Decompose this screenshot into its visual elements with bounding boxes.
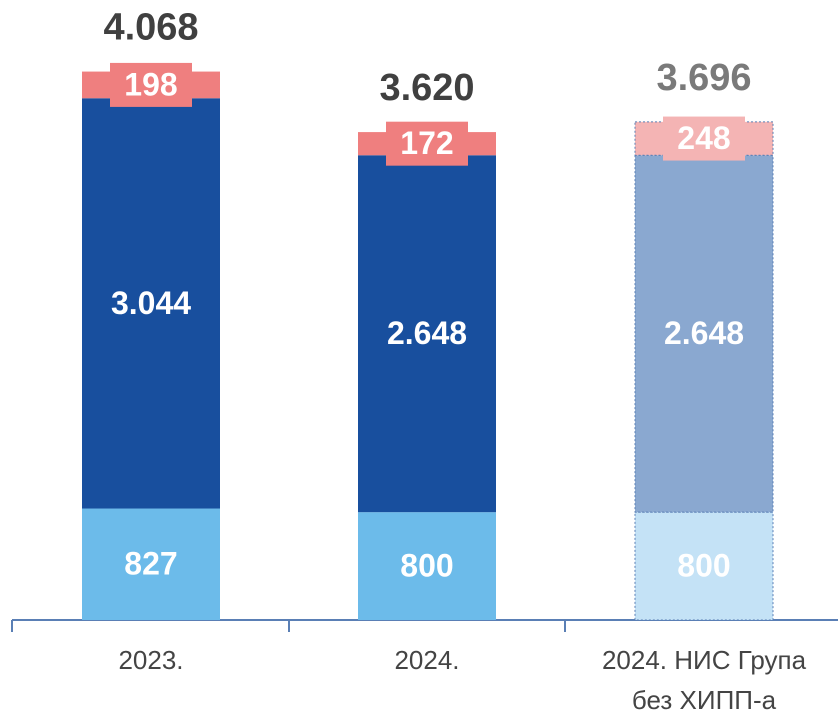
label-box: [110, 62, 192, 107]
x-tick-label: 2024.: [394, 645, 460, 675]
segment-label: 800: [400, 548, 453, 584]
segment-label: 3.044: [111, 285, 191, 321]
bar-segment: [82, 98, 220, 509]
segment-label: 248: [677, 120, 730, 156]
bar-segment: [82, 508, 220, 620]
x-tick-label: 2023.: [118, 645, 184, 675]
total-label: 3.696: [656, 57, 751, 99]
segment-label: 198: [124, 66, 177, 102]
total-label: 4.068: [103, 7, 198, 49]
bar-segment: [634, 154, 774, 513]
label-box: [663, 116, 745, 161]
bar-segment: [358, 512, 496, 620]
bar-segment: [358, 155, 496, 513]
segment-label: 827: [124, 546, 177, 582]
total-label: 3.620: [379, 67, 474, 109]
segment-label: 2.648: [664, 315, 744, 351]
segment-label: 2.648: [387, 315, 467, 351]
segment-label: 800: [677, 548, 730, 584]
segment-label: 172: [400, 125, 453, 161]
x-tick-label: 2024. НИС Група без ХИПП-а: [601, 645, 807, 715]
label-box: [386, 121, 468, 166]
